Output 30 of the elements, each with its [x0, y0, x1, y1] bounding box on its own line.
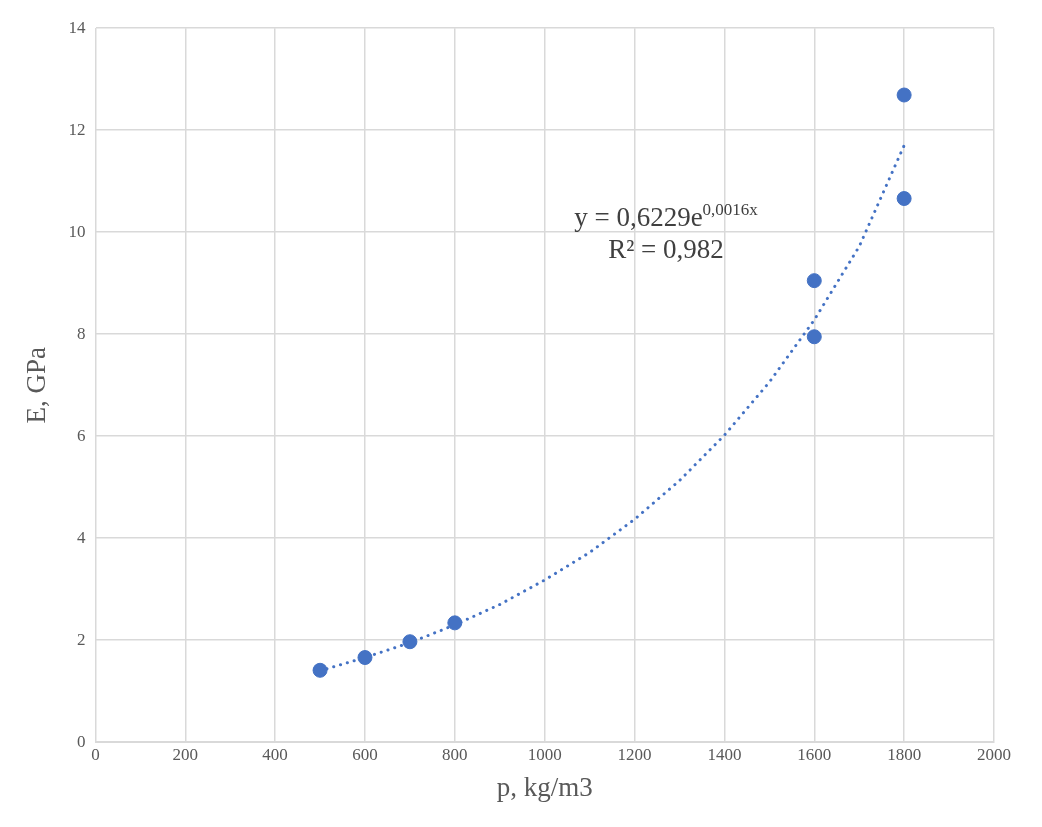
y-tick-label: 6	[76, 425, 86, 445]
x-tick-label: 1000	[527, 744, 562, 764]
point	[806, 273, 822, 289]
point	[312, 662, 328, 678]
annotation: R² = 0,982	[608, 234, 724, 265]
x-tick-label: 1400	[707, 744, 742, 764]
point	[447, 615, 463, 631]
x-tick-label: 600	[352, 744, 378, 764]
x-tick-label: 200	[172, 744, 199, 764]
x-tick-label: 2000	[977, 744, 1011, 764]
x-tick-label: 1600	[797, 744, 832, 764]
x-tick-label: 0	[91, 744, 100, 764]
x-tick-label: 1200	[617, 744, 652, 764]
point	[402, 634, 418, 650]
y-tick-label: 0	[76, 731, 86, 751]
x-tick-label: 1800	[887, 744, 922, 764]
x-axis-title: p, kg/m3	[496, 771, 593, 802]
y-tick-label: 12	[68, 119, 86, 139]
y-tick-label: 8	[76, 323, 86, 343]
point	[896, 191, 912, 207]
y-tick-label: 14	[68, 17, 86, 37]
y-axis-title: E, GPa	[21, 346, 52, 424]
y-tick-label: 4	[76, 527, 86, 547]
x-tick-label: 400	[262, 744, 288, 764]
point	[357, 650, 373, 666]
y-tick-label: 10	[68, 221, 86, 241]
point	[896, 87, 912, 103]
y-tick-label: 2	[76, 629, 86, 649]
x-tick-label: 800	[442, 744, 468, 764]
point	[806, 329, 822, 345]
